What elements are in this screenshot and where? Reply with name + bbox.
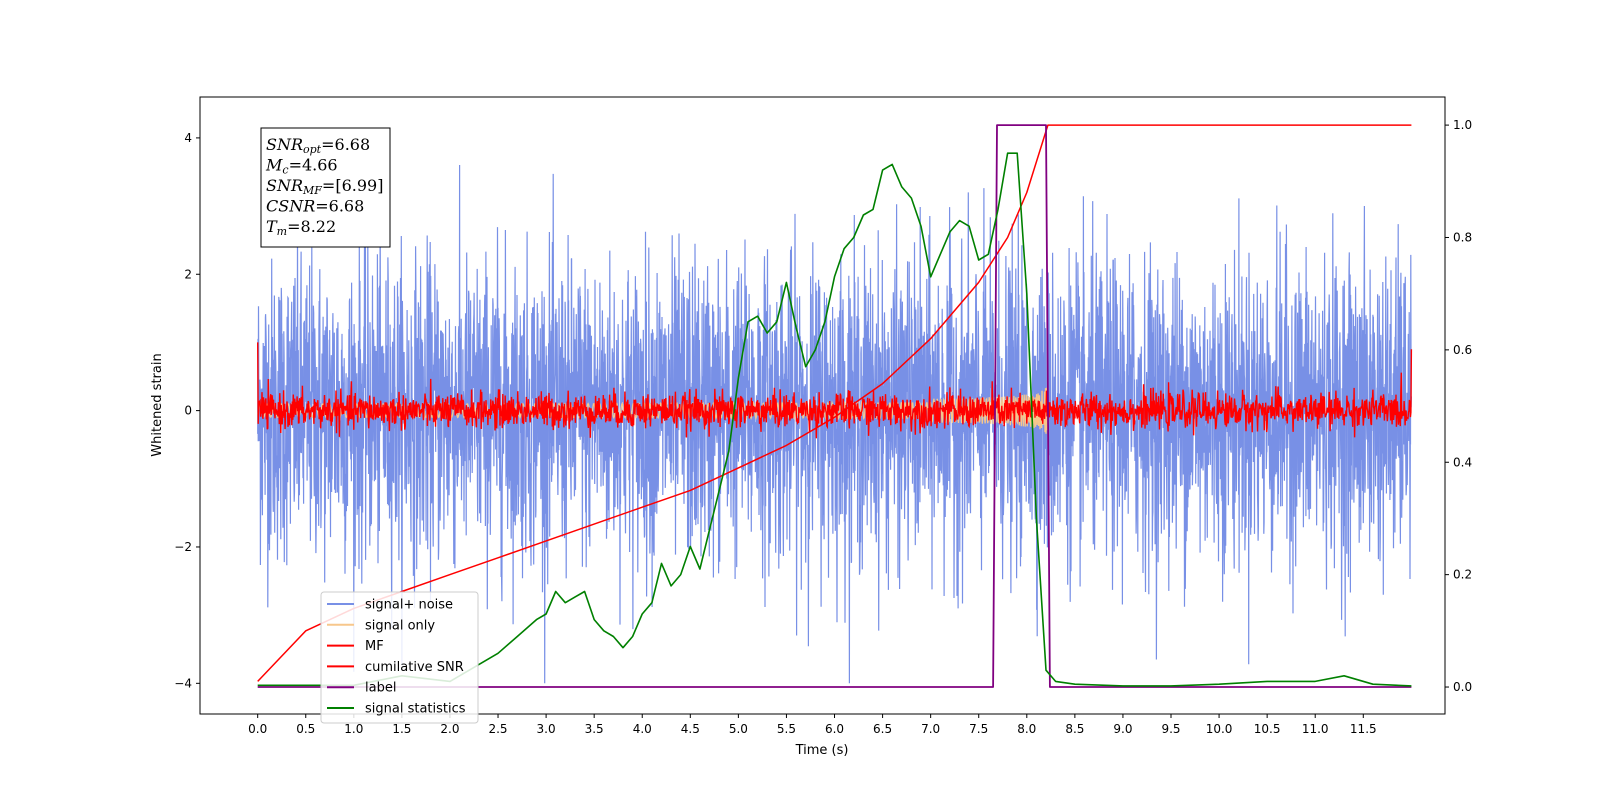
y-axis-left: −4 −2 0 2 4 xyxy=(174,131,200,690)
x-tick-label: 4.0 xyxy=(633,722,652,736)
series-mf xyxy=(257,342,1413,439)
x-tick-label: 4.5 xyxy=(681,722,700,736)
x-tick-label: 2.5 xyxy=(488,722,507,736)
y-axis-label: Whitened strain xyxy=(150,353,165,456)
legend-label: MF xyxy=(365,639,384,654)
x-tick-label: 3.5 xyxy=(585,722,604,736)
series-signal-statistics xyxy=(257,152,1412,687)
x-tick-label: 10.0 xyxy=(1206,722,1233,736)
x-tick-label: 5.0 xyxy=(729,722,748,736)
x-tick-label: 7.0 xyxy=(921,722,940,736)
x-tick-label: 6.5 xyxy=(873,722,892,736)
legend-label: signal+ noise xyxy=(365,598,453,613)
annotation-line: CSNR=6.68 xyxy=(266,197,364,216)
x-tick-label: 11.5 xyxy=(1350,722,1377,736)
annotation-box: SNRopt=6.68Mc=4.66SNRMF=[6.99]CSNR=6.68T… xyxy=(260,127,391,248)
legend-label: signal statistics xyxy=(365,702,466,717)
legend-label: label xyxy=(365,681,396,696)
y-left-tick-label: −2 xyxy=(174,540,192,554)
legend-label: cumilative SNR xyxy=(365,660,464,675)
annotation-line: Tm=8.22 xyxy=(266,217,336,238)
legend: signal+ noise signal only MF cumilative SNR… xyxy=(320,591,479,724)
x-axis-label: Time (s) xyxy=(795,743,849,758)
series-label xyxy=(257,124,1412,688)
y-right-tick-label: 0.0 xyxy=(1453,680,1472,694)
x-axis: 0.0 0.5 1.0 1.5 2.0 2.5 3.0 3.5 4.0 4.5 5.0 5.5 6.0 6… xyxy=(248,714,1377,736)
y-right-tick-label: 0.6 xyxy=(1453,343,1472,357)
y-left-tick-label: 0 xyxy=(184,404,192,418)
x-tick-label: 1.0 xyxy=(344,722,363,736)
x-tick-label: 0.5 xyxy=(296,722,315,736)
plot-area xyxy=(257,124,1413,688)
y-left-tick-label: −4 xyxy=(174,676,192,690)
y-axis-right: 0.0 0.2 0.4 0.6 0.8 1.0 xyxy=(1445,118,1472,694)
x-tick-label: 9.0 xyxy=(1113,722,1132,736)
annotation-frame xyxy=(260,127,391,248)
annotation-line: Mc=4.66 xyxy=(265,156,338,177)
x-tick-label: 2.0 xyxy=(440,722,459,736)
x-tick-label: 8.0 xyxy=(1017,722,1036,736)
x-tick-label: 5.5 xyxy=(777,722,796,736)
y-right-tick-label: 0.4 xyxy=(1453,455,1472,469)
legend-frame xyxy=(320,591,479,724)
x-tick-label: 6.0 xyxy=(825,722,844,736)
series-cumulative-snr xyxy=(257,124,1412,682)
x-tick-label: 7.5 xyxy=(969,722,988,736)
y-right-tick-label: 0.2 xyxy=(1453,568,1472,582)
x-tick-label: 9.5 xyxy=(1161,722,1180,736)
legend-label: signal only xyxy=(365,618,435,633)
x-tick-label: 11.0 xyxy=(1302,722,1329,736)
y-left-tick-label: 2 xyxy=(184,267,192,281)
x-tick-label: 3.0 xyxy=(537,722,556,736)
x-tick-label: 8.5 xyxy=(1065,722,1084,736)
y-right-tick-label: 0.8 xyxy=(1453,230,1472,244)
x-tick-label: 10.5 xyxy=(1254,722,1281,736)
x-tick-label: 1.5 xyxy=(392,722,411,736)
axes-frame xyxy=(199,96,1446,715)
x-tick-label: 0.0 xyxy=(248,722,267,736)
annotation-line: SNRopt=6.68 xyxy=(266,135,370,156)
y-right-tick-label: 1.0 xyxy=(1453,118,1472,132)
annotation-line: SNRMF=[6.99] xyxy=(266,176,383,197)
y-left-tick-label: 4 xyxy=(184,131,192,145)
